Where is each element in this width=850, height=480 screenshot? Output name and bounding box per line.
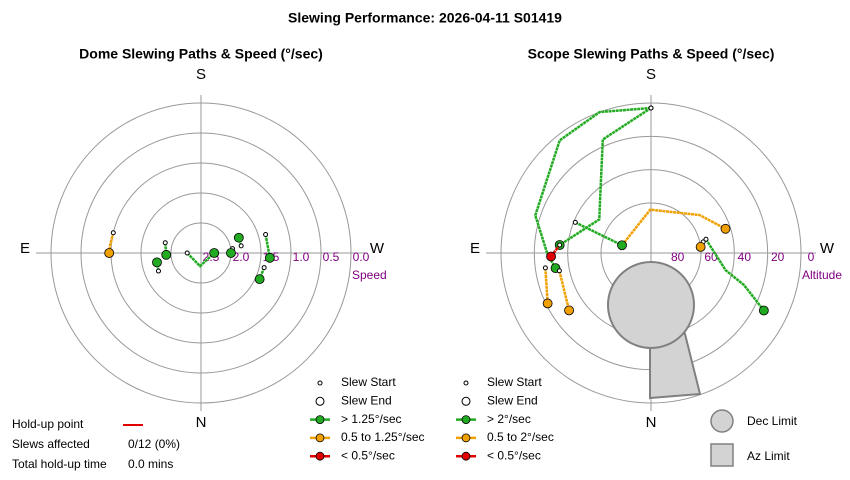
r-axis-label: Altitude [802,268,842,282]
legend-label: > 1.25°/sec [341,412,402,426]
r-tick-label: 1.0 [293,250,310,264]
r-tick-label: 0 [808,250,815,264]
legend-swatch [317,380,323,386]
direction-label: E [20,240,30,257]
dec-limit-label: Dec Limit [747,414,798,428]
legend-label: Slew Start [487,375,542,389]
legend-label: > 2°/sec [487,412,531,426]
grid-ring [50,102,352,404]
slew-end [617,240,627,251]
direction-label: S [196,66,206,83]
holdup-label: Hold-up point [12,417,84,431]
slew-path [574,221,623,247]
slew-end [233,232,244,243]
r-tick-label: 2.0 [233,250,250,264]
time-value: 0.0 mins [128,457,173,471]
legend-label: < 0.5°/sec [341,448,395,462]
legend-label: Slew Start [341,375,396,389]
slew-path [621,208,727,247]
legend-label: Slew End [341,393,392,407]
time-label: Total hold-up time [12,457,107,471]
slew-start [557,242,563,248]
az-limit-icon [710,443,734,467]
slew-start [110,230,116,236]
r-tick-label: 20 [771,250,785,264]
r-axis-label: Speed [352,268,387,282]
slew-start [261,265,267,271]
slew-start [184,250,190,256]
legend-swatch [461,433,471,443]
slew-start [556,268,562,274]
dec-limit-area [607,261,695,349]
grid-ring [140,192,262,314]
grid-ring [500,102,802,404]
slew-start [572,219,578,225]
slew-start [155,268,161,274]
legend-swatch [315,433,325,443]
chart-title: Scope Slewing Paths & Speed (°/sec) [528,46,775,62]
r-tick-label: 80 [671,250,685,264]
direction-label: S [646,66,656,83]
chart-title: Dome Slewing Paths & Speed (°/sec) [79,46,323,62]
slew-start [162,240,168,246]
legend-swatch [463,380,469,386]
legend-label: 0.5 to 2°/sec [487,430,554,444]
slew-path [533,106,652,269]
r-tick-label: 0.5 [323,250,340,264]
slew-start [648,105,654,111]
slew-path [186,252,216,268]
legend-swatch [315,451,325,461]
slew-end [104,248,115,258]
slew-end [546,251,556,262]
grid-ring [80,132,322,374]
slew-end [226,248,236,258]
legend-label: Slew End [487,393,538,407]
dec-limit-icon [710,409,734,433]
legend-swatch [315,415,325,425]
slew-path [704,238,765,312]
slew-start [542,265,548,271]
r-tick-label: 0.0 [353,250,370,264]
direction-label: N [196,414,207,431]
direction-label: N [646,414,657,431]
legend-label: 0.5 to 1.25°/sec [341,430,425,444]
slew-end [161,249,172,260]
slew-start [263,231,269,237]
az-limit-label: Az Limit [747,449,790,463]
slew-end [695,242,706,252]
slew-path [558,270,571,311]
affected-value: 0/12 (0%) [128,437,180,451]
slew-end [254,274,265,285]
slew-end [542,298,553,309]
direction-label: W [370,240,385,257]
affected-label: Slews affected [12,437,90,451]
r-tick-label: 40 [738,250,752,264]
slew-end [152,257,162,268]
slew-end [758,305,769,316]
legend-swatch [315,396,325,406]
slew-end [720,223,731,234]
legend-swatch [461,451,471,461]
direction-label: E [470,240,480,257]
legend-label: < 0.5°/sec [487,448,541,462]
direction-label: W [820,240,835,257]
slew-path [544,267,549,304]
slew-end [564,305,574,316]
slew-end [209,248,220,258]
page-title: Slewing Performance: 2026-04-11 S01419 [288,10,562,26]
legend-swatch [461,415,471,425]
slew-start [238,243,244,249]
slew-end [264,252,275,263]
legend-swatch [461,396,471,406]
